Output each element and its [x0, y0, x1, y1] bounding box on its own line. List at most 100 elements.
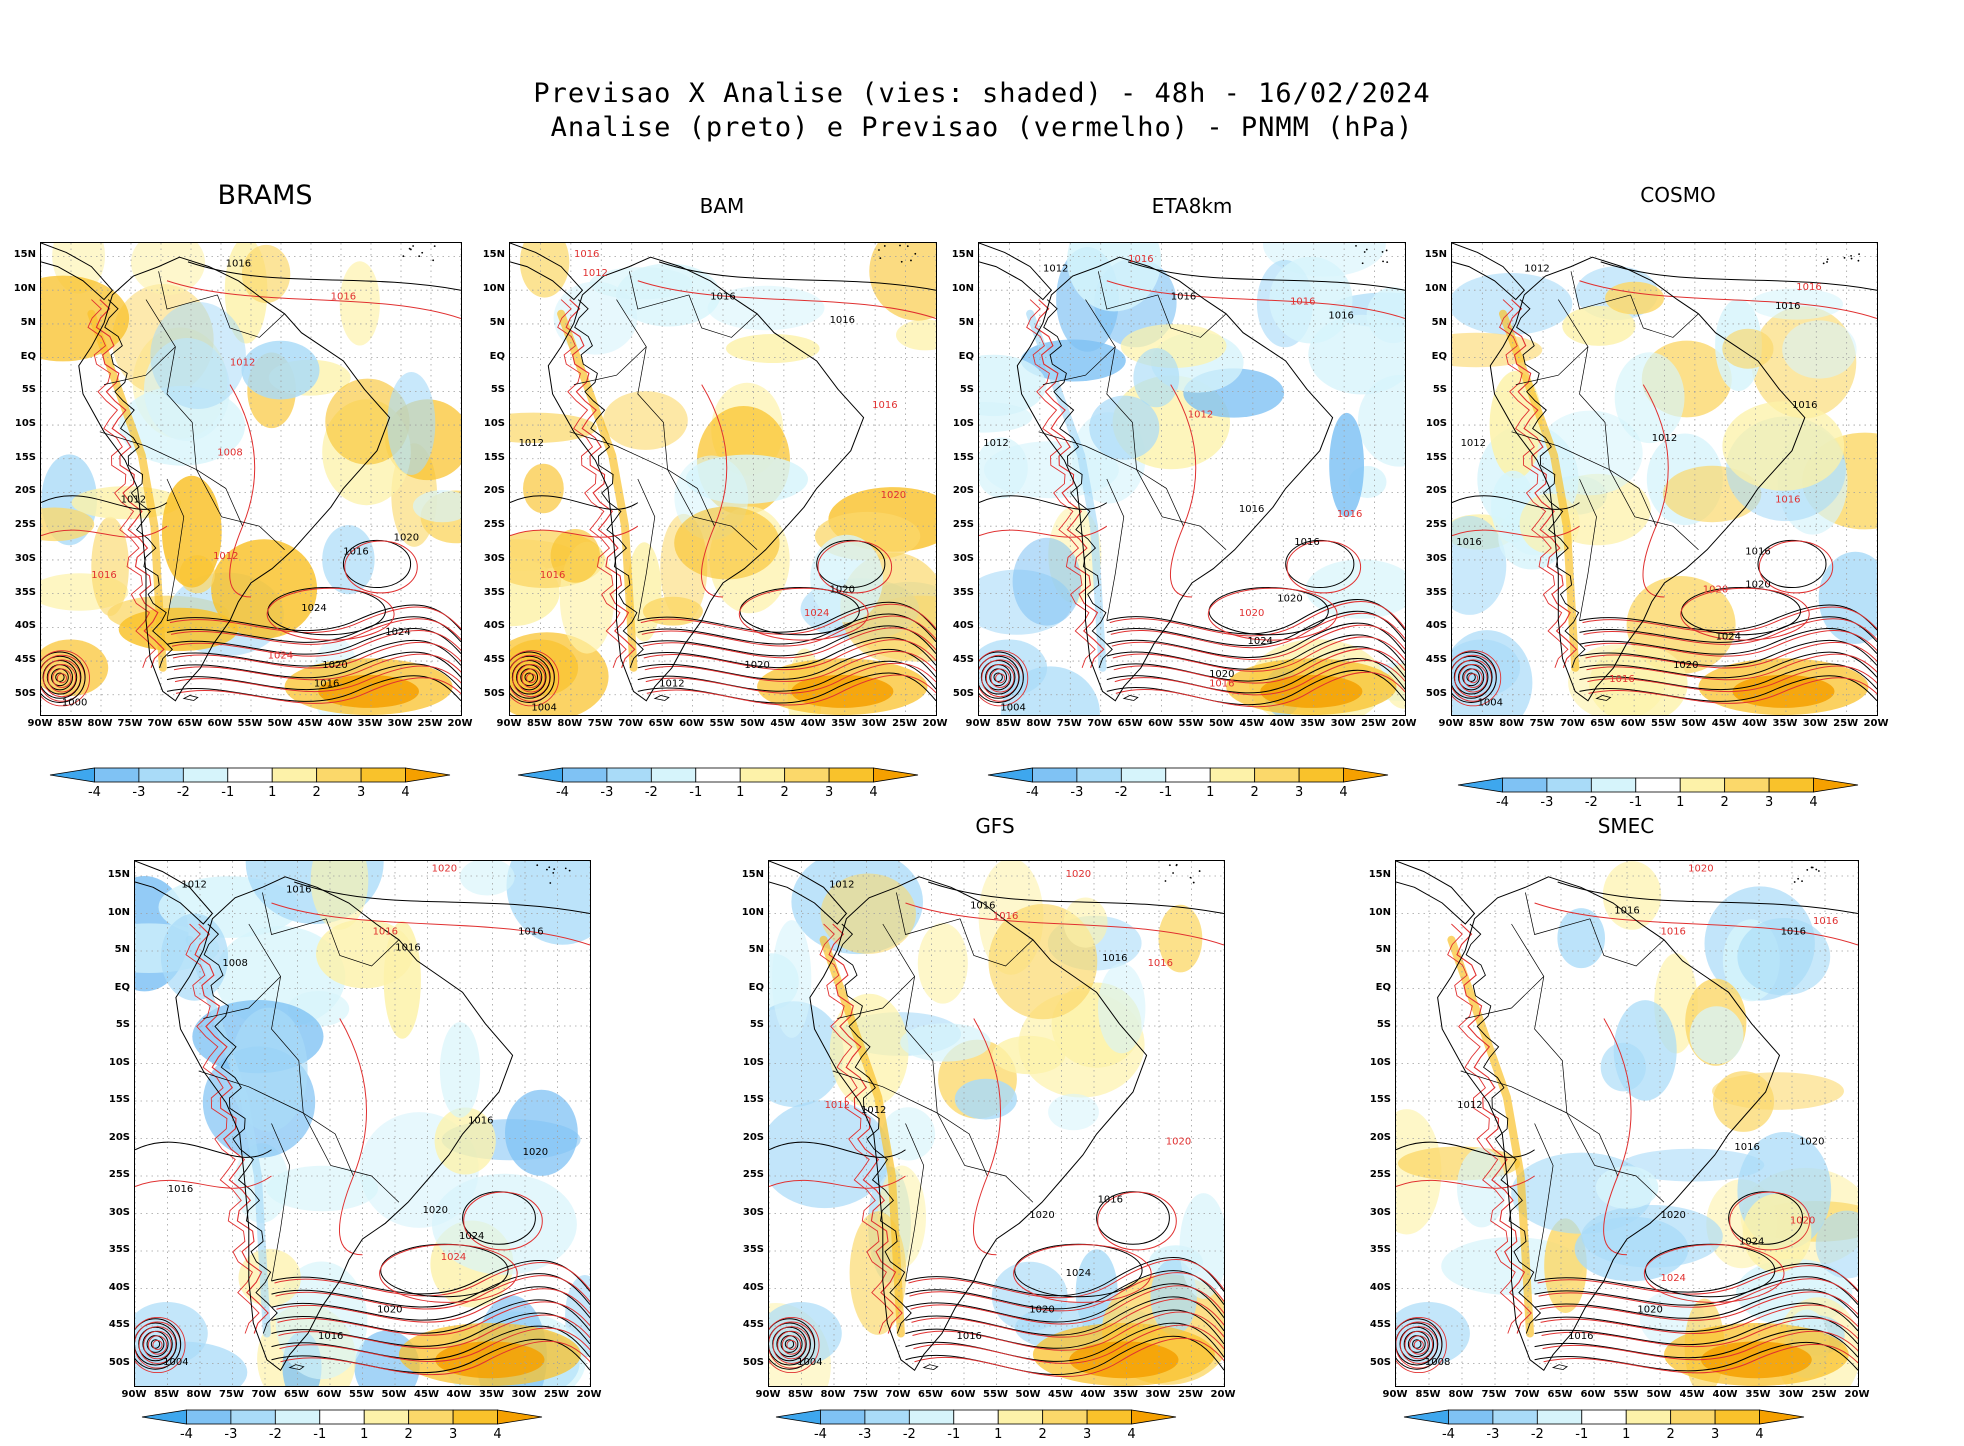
colorbar-swatch: [49, 767, 95, 783]
lat-label: 45S: [483, 654, 505, 666]
lat-label: 10S: [108, 1056, 130, 1068]
panel-title: BAM: [699, 194, 745, 218]
panel-title: COSMO: [1640, 183, 1716, 207]
isobar-label-analysis: 1016: [1568, 1331, 1593, 1342]
bias-shading: [769, 861, 1224, 1386]
lon-label: 25W: [1361, 718, 1387, 729]
isobar-label-analysis: 1000: [62, 698, 87, 709]
lat-label: 5S: [21, 384, 36, 396]
panel-title: SMEC: [1597, 814, 1655, 838]
lat-label: 5S: [115, 1019, 130, 1030]
lon-label: 40W: [1080, 1389, 1106, 1400]
isobar-label-forecast: 1024: [268, 650, 293, 661]
lat-label: 10N: [13, 283, 36, 295]
isobar-label-analysis: 1024: [1716, 632, 1741, 643]
colorbar-tick-label: -3: [1486, 1427, 1500, 1442]
lat-label: EQ: [20, 350, 36, 362]
isobar-label-analysis: 1016: [1294, 537, 1319, 548]
lon-label: 55W: [1178, 718, 1204, 729]
lon-label: 45W: [1048, 1389, 1073, 1400]
figure-title-line-1: Previsao X Analise (vies: shaded) - 48h …: [533, 78, 1431, 109]
panel-title: ETA8km: [1151, 194, 1233, 218]
isobar-label-analysis: 1020: [830, 584, 855, 595]
lon-label: 85W: [154, 1389, 179, 1400]
colorbar-tick-label: 1: [736, 785, 745, 800]
lon-label: 80W: [1026, 718, 1052, 729]
colorbar-swatch: [1298, 767, 1344, 783]
colorbar-tick-label: -2: [1114, 785, 1128, 800]
isobar-label-forecast: 1016: [1796, 282, 1821, 293]
colorbar-swatch: [775, 1409, 821, 1425]
isobar-label-forecast: 1008: [217, 447, 242, 458]
isobar-label-analysis: 1020: [1029, 1210, 1054, 1221]
isobar-label-analysis: 1004: [1478, 698, 1503, 709]
lon-label: 55W: [709, 718, 735, 729]
isobar-labels: 1012 1016 1016 1012 1012 1016 1016 1016 1016 1020…: [1456, 263, 1821, 708]
colorbar-swatch: [1546, 777, 1592, 793]
isobar-label-analysis: 1020: [1673, 660, 1698, 671]
isobar-label-forecast: 1016: [540, 570, 565, 581]
colorbar-tick-label: 2: [312, 785, 321, 800]
isobar-label-analysis: 1016: [830, 315, 855, 326]
bias-shading: [1452, 266, 1877, 715]
isobar-label-forecast: 1016: [1609, 674, 1634, 685]
lon-label: 65W: [284, 1389, 309, 1400]
lon-label: 80W: [557, 718, 583, 729]
lon-label: 70W: [147, 718, 173, 729]
colorbar-tick-label: 4: [493, 1427, 502, 1442]
lat-label: 50S: [14, 687, 36, 699]
lon-label: 50W: [1208, 718, 1234, 729]
isobar-label-analysis: 1012: [519, 438, 544, 449]
isobar-label-forecast: 1012: [230, 358, 255, 369]
lat-label: 35S: [1369, 1244, 1391, 1255]
isobar-label-forecast: 1016: [1148, 958, 1173, 969]
colorbar: -4 -3 -2 -1 1 2 3 4: [517, 767, 919, 804]
colorbar-tick-label: -2: [176, 785, 190, 800]
lon-label: 75W: [1056, 718, 1082, 729]
colorbar-tick-label: -2: [644, 785, 658, 800]
lat-label: EQ: [114, 981, 130, 993]
lon-label: 40W: [446, 1389, 472, 1400]
isobar-label-analysis: 1012: [659, 679, 684, 690]
isobar-label-analysis: 1004: [1000, 702, 1025, 713]
bias-shading: [41, 243, 461, 715]
lon-label: 45W: [297, 718, 323, 729]
colorbar-swatch: [1679, 777, 1726, 793]
lat-label: 35S: [14, 586, 36, 598]
lat-label: 40S: [1369, 1281, 1391, 1293]
isobar-label-analysis: 1024: [301, 603, 326, 614]
isobar-label-analysis: 1020: [423, 1205, 448, 1216]
lon-label: 30W: [861, 718, 887, 729]
lon-label: 20W: [576, 1389, 602, 1400]
map-canvas: 1016 1012 1016 1016 1012 1016 1020 1016 1020 1024…: [510, 243, 936, 715]
lat-label: 5N: [114, 944, 130, 955]
lon-label: 85W: [1415, 1389, 1441, 1400]
colorbar-tick-label: -1: [313, 1427, 327, 1442]
isobar-label-analysis: 1016: [518, 927, 543, 938]
lat-label: 15N: [482, 249, 505, 261]
colorbar-swatch: [873, 767, 919, 783]
lon-label: 85W: [995, 718, 1021, 729]
colorbar-tick-label: 4: [1755, 1427, 1764, 1442]
lat-label: 5S: [490, 384, 505, 396]
lon-label: 55W: [349, 1389, 374, 1400]
lat-label: 15N: [1424, 249, 1447, 261]
isobar-label-analysis: 1012: [1524, 263, 1549, 274]
isobar-label-analysis: 1012: [861, 1105, 886, 1116]
colorbar-tick-label: -2: [1584, 795, 1598, 810]
lat-label: 15S: [108, 1094, 130, 1105]
isobar-label-analysis: 1012: [1457, 1100, 1482, 1111]
lon-label: 35W: [1772, 718, 1798, 729]
lon-label: 35W: [479, 1389, 504, 1400]
lat-label: 40S: [483, 620, 505, 632]
lon-label: 75W: [117, 718, 143, 729]
colorbar-tick-label: -1: [1159, 785, 1173, 800]
isobar-label-forecast: 1016: [1660, 927, 1685, 938]
colorbar-swatch: [1209, 767, 1256, 783]
colorbar-swatch: [227, 767, 273, 783]
colorbar-tick-label: -3: [1070, 785, 1084, 800]
isobar-label-forecast: 1016: [331, 292, 356, 303]
colorbar-swatch: [1502, 777, 1548, 793]
colorbar-tick-label: 1: [1676, 795, 1685, 810]
lon-label: 80W: [1499, 718, 1525, 729]
